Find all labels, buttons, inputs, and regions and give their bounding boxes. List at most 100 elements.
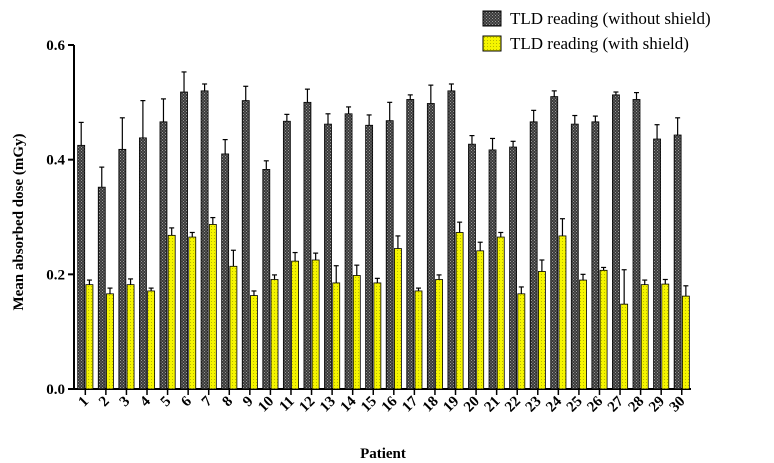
bars (77, 71, 690, 390)
x-tick-label: 21 (482, 394, 504, 416)
bar-with-shield (476, 250, 485, 390)
x-tick-label: 6 (178, 393, 195, 410)
x-tick-label: 8 (219, 394, 236, 411)
bar-without-shield (447, 90, 456, 390)
bar-with-shield (599, 269, 608, 390)
x-tick-label: 18 (420, 394, 442, 416)
x-tick-label: 30 (667, 394, 689, 416)
x-tick-label: 3 (117, 394, 134, 411)
bar-without-shield (570, 123, 579, 390)
x-tick-label: 27 (605, 393, 627, 415)
bar-with-shield (681, 295, 690, 390)
bar-with-shield (640, 284, 649, 390)
x-tick-label: 19 (440, 394, 462, 416)
bar-with-shield (311, 259, 320, 390)
x-tick-label: 23 (523, 394, 545, 416)
x-tick-label: 11 (276, 394, 297, 415)
bar-without-shield (488, 149, 497, 390)
bar-without-shield (221, 153, 230, 390)
y-axis-ticks: 0.0 0.2 0.4 0.6 (46, 38, 74, 398)
legend-item-with-shield: TLD reading (with shield) (482, 34, 689, 53)
x-tick-label: 28 (626, 394, 648, 416)
bar-without-shield (303, 101, 312, 390)
bar-without-shield (97, 186, 106, 390)
bar-without-shield (612, 94, 620, 390)
bar-with-shield (455, 232, 464, 390)
x-tick-label: 16 (379, 393, 401, 415)
bar-without-shield (529, 121, 538, 390)
x-tick-label: 25 (564, 394, 586, 416)
bar-with-shield (291, 260, 299, 390)
bar-with-shield (394, 248, 402, 390)
bar-with-shield (352, 275, 361, 390)
x-tick-label: 1 (76, 394, 93, 411)
bar-without-shield (118, 148, 127, 390)
y-tick-label: 0.0 (46, 382, 65, 398)
bar-with-shield (167, 234, 176, 390)
bar-with-shield (517, 293, 526, 390)
x-tick-label: 13 (317, 394, 339, 416)
x-tick-label: 24 (543, 393, 565, 415)
x-axis-ticks: 1 2 3 4 5 6 7 8 910 11121314151617181920212223242… (76, 389, 689, 415)
bar-with-shield (147, 290, 156, 390)
x-tick-label: 9 (240, 394, 257, 411)
bar-without-shield (653, 138, 661, 390)
bar-without-shield (550, 96, 559, 390)
bar-with-shield (208, 224, 217, 390)
bar-without-shield (282, 120, 291, 390)
bar-with-shield (620, 303, 629, 390)
x-tick-label: 15 (358, 394, 380, 416)
bar-with-shield (270, 279, 279, 390)
x-tick-label: 22 (502, 394, 524, 416)
bar-without-shield (406, 99, 415, 390)
legend: TLD reading (without shield) TLD reading… (482, 9, 711, 53)
bar-with-shield (188, 236, 197, 390)
bar-with-shield (373, 282, 382, 390)
axes (73, 45, 691, 390)
legend-swatch-without-shield (482, 10, 502, 27)
y-tick-label: 0.6 (46, 38, 65, 54)
x-tick-label: 5 (158, 394, 175, 411)
x-tick-label: 7 (199, 393, 216, 410)
bar-without-shield (200, 90, 209, 390)
bar-with-shield (126, 284, 135, 390)
y-tick-label: 0.4 (46, 153, 65, 169)
bar-without-shield (365, 124, 374, 390)
x-tick-label: 29 (646, 394, 668, 416)
bar-with-shield (106, 293, 114, 390)
x-tick-label: 4 (137, 393, 154, 410)
bar-without-shield (385, 120, 394, 390)
bar-with-shield (250, 295, 258, 390)
bar-with-shield (537, 271, 546, 390)
bar-with-shield (661, 283, 670, 390)
x-tick-label: 17 (399, 393, 421, 415)
x-tick-label: 10 (255, 394, 277, 416)
bar-with-shield (85, 284, 94, 390)
bar-without-shield (426, 103, 435, 390)
bar-without-shield (324, 123, 332, 390)
legend-item-without-shield: TLD reading (without shield) (482, 9, 711, 28)
legend-label-without-shield: TLD reading (without shield) (510, 9, 711, 28)
legend-swatch-with-shield (482, 35, 502, 52)
x-axis-title: Patient (360, 446, 406, 462)
x-tick-label: 26 (584, 393, 606, 415)
bar-without-shield (241, 100, 250, 390)
bar-without-shield (344, 113, 353, 390)
bar-without-shield (262, 169, 271, 390)
y-tick-label: 0.2 (46, 267, 65, 283)
bar-with-shield (558, 235, 567, 390)
bar-with-shield (579, 279, 587, 390)
x-tick-label: 14 (338, 393, 360, 415)
bar-without-shield (77, 144, 86, 390)
x-tick-label: 2 (96, 394, 113, 411)
bar-without-shield (138, 137, 147, 390)
bar-with-shield (435, 279, 443, 390)
y-axis-title: Mean absorbed dose (mGy) (11, 133, 27, 310)
bar-with-shield (496, 236, 505, 390)
bar-without-shield (159, 121, 168, 390)
bar-without-shield (673, 134, 682, 390)
bar-without-shield (468, 143, 476, 390)
x-tick-label: 12 (296, 394, 318, 416)
bar-with-shield (332, 282, 341, 390)
